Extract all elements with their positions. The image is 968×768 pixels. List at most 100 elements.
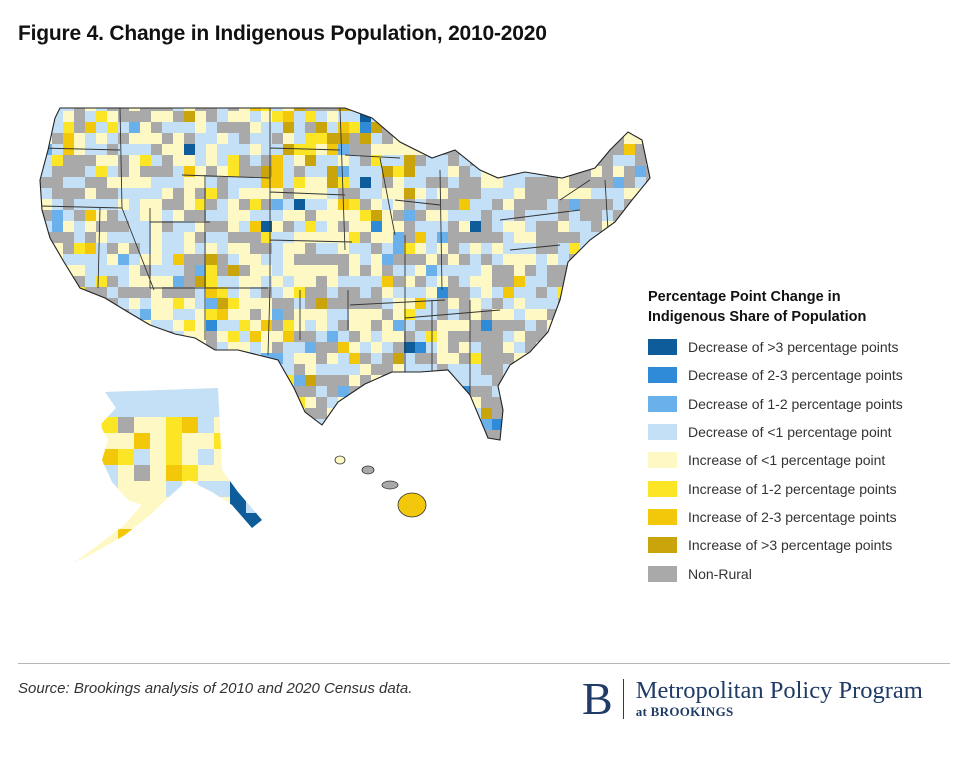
county-cell xyxy=(272,199,283,210)
county-cell xyxy=(393,298,404,309)
county-cell xyxy=(635,298,646,309)
legend-label: Decrease of >3 percentage points xyxy=(688,339,899,356)
county-cell xyxy=(536,320,547,331)
borough-cell xyxy=(246,481,262,497)
legend-label: Increase of <1 percentage point xyxy=(688,452,886,469)
county-cell xyxy=(305,430,316,440)
county-cell xyxy=(613,144,624,155)
county-cell xyxy=(448,309,459,320)
county-cell xyxy=(382,408,393,419)
county-cell xyxy=(481,342,492,353)
county-cell xyxy=(404,353,415,364)
county-cell xyxy=(503,375,514,386)
county-cell xyxy=(558,265,569,276)
county-cell xyxy=(283,166,294,177)
county-cell xyxy=(547,386,558,397)
county-cell xyxy=(657,221,668,232)
county-cell xyxy=(162,144,173,155)
county-cell xyxy=(228,375,239,386)
county-cell xyxy=(184,375,195,386)
county-cell xyxy=(151,155,162,166)
borough-cell xyxy=(214,449,230,465)
county-cell xyxy=(74,221,85,232)
county-cell xyxy=(338,375,349,386)
county-cell xyxy=(514,188,525,199)
county-cell xyxy=(426,108,437,111)
county-cell xyxy=(547,287,558,298)
county-cell xyxy=(371,188,382,199)
county-cell xyxy=(525,441,536,452)
borough-cell xyxy=(134,481,150,497)
county-cell xyxy=(514,265,525,276)
county-cell xyxy=(569,177,580,188)
county-cell xyxy=(437,276,448,287)
county-cell xyxy=(327,320,338,331)
county-cell xyxy=(602,276,613,287)
county-cell xyxy=(404,144,415,155)
county-cell xyxy=(426,188,437,199)
county-cell xyxy=(349,243,360,254)
county-cell xyxy=(514,298,525,309)
county-cell xyxy=(635,441,646,452)
county-cell xyxy=(558,243,569,254)
county-cell xyxy=(184,287,195,298)
county-cell xyxy=(305,342,316,353)
county-cell xyxy=(657,188,668,199)
county-cell xyxy=(316,254,327,265)
county-cell xyxy=(591,133,602,144)
county-cell xyxy=(437,331,448,342)
county-cell xyxy=(514,108,525,111)
county-cell xyxy=(349,331,360,342)
county-cell xyxy=(415,342,426,353)
county-cell xyxy=(338,155,349,166)
county-cell xyxy=(404,265,415,276)
county-cell xyxy=(250,419,261,430)
county-cell xyxy=(173,331,184,342)
county-cell xyxy=(85,188,96,199)
county-cell xyxy=(118,144,129,155)
county-cell xyxy=(184,155,195,166)
county-cell xyxy=(327,108,338,111)
county-cell xyxy=(503,254,514,265)
county-cell xyxy=(646,243,650,254)
county-cell xyxy=(624,122,635,133)
county-cell xyxy=(470,309,481,320)
county-cell xyxy=(404,243,415,254)
county-cell xyxy=(657,276,668,287)
county-cell xyxy=(492,210,503,221)
county-cell xyxy=(613,331,624,342)
county-cell xyxy=(536,221,547,232)
county-cell xyxy=(349,276,360,287)
county-cell xyxy=(261,331,272,342)
county-cell xyxy=(492,364,503,375)
county-cell xyxy=(63,287,74,298)
county-cell xyxy=(525,133,536,144)
county-cell xyxy=(173,232,184,243)
county-cell xyxy=(96,177,107,188)
county-cell xyxy=(41,177,52,188)
county-cell xyxy=(74,188,85,199)
county-cell xyxy=(162,108,173,111)
county-cell xyxy=(239,309,250,320)
county-cell xyxy=(481,210,492,221)
county-cell xyxy=(74,342,85,353)
county-cell xyxy=(239,221,250,232)
county-cell xyxy=(338,232,349,243)
borough-cell xyxy=(198,513,214,529)
county-cell xyxy=(96,331,107,342)
borough-cell xyxy=(182,545,198,561)
county-cell xyxy=(536,188,547,199)
county-cell xyxy=(360,265,371,276)
county-cell xyxy=(40,254,41,265)
county-cell xyxy=(470,254,481,265)
county-cell xyxy=(437,254,448,265)
county-cell xyxy=(547,111,558,122)
county-cell xyxy=(327,309,338,320)
county-cell xyxy=(52,320,63,331)
county-cell xyxy=(239,177,250,188)
county-cell xyxy=(448,122,459,133)
county-cell xyxy=(261,408,272,419)
county-cell xyxy=(239,353,250,364)
county-cell xyxy=(624,408,635,419)
county-cell xyxy=(316,133,327,144)
